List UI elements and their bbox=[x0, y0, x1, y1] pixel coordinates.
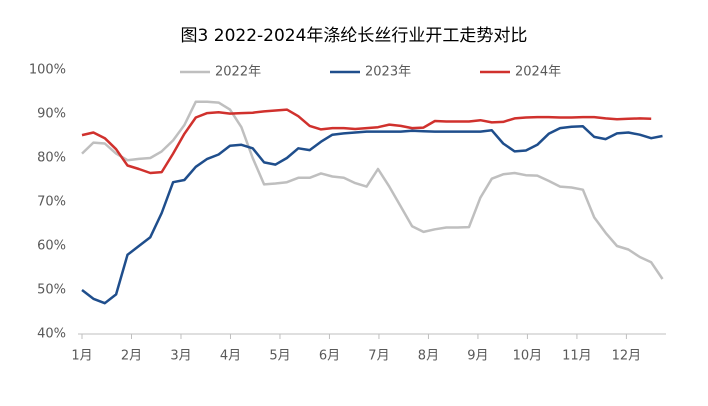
x-tick-label: 10月 bbox=[513, 349, 543, 364]
x-tick-label: 12月 bbox=[612, 349, 642, 364]
series-line bbox=[81, 108, 652, 175]
x-tick-label: 6月 bbox=[319, 349, 340, 364]
x-tick-label: 8月 bbox=[418, 349, 439, 364]
x-tick-label: 11月 bbox=[562, 349, 592, 364]
x-tick-label: 5月 bbox=[269, 349, 290, 364]
x-tick-label: 7月 bbox=[368, 349, 389, 364]
legend-label: 2022年 bbox=[215, 65, 261, 80]
series-line bbox=[81, 100, 664, 280]
legend-label: 2024年 bbox=[515, 65, 561, 80]
y-tick-label: 60% bbox=[37, 239, 66, 254]
series-line bbox=[81, 125, 663, 305]
x-tick-label: 3月 bbox=[170, 349, 191, 364]
x-tick-label: 1月 bbox=[71, 349, 92, 364]
y-tick-label: 40% bbox=[37, 327, 66, 342]
y-tick-label: 50% bbox=[37, 283, 66, 298]
x-tick-label: 4月 bbox=[220, 349, 241, 364]
x-tick-label: 9月 bbox=[467, 349, 488, 364]
y-tick-label: 80% bbox=[37, 151, 66, 166]
x-tick-label: 2月 bbox=[121, 349, 142, 364]
chart-title: 图3 2022-2024年涤纶长丝行业开工走势对比 bbox=[181, 26, 528, 46]
y-tick-label: 100% bbox=[29, 63, 66, 78]
legend-label: 2023年 bbox=[365, 65, 411, 80]
y-tick-label: 90% bbox=[37, 107, 66, 122]
y-tick-label: 70% bbox=[37, 195, 66, 210]
